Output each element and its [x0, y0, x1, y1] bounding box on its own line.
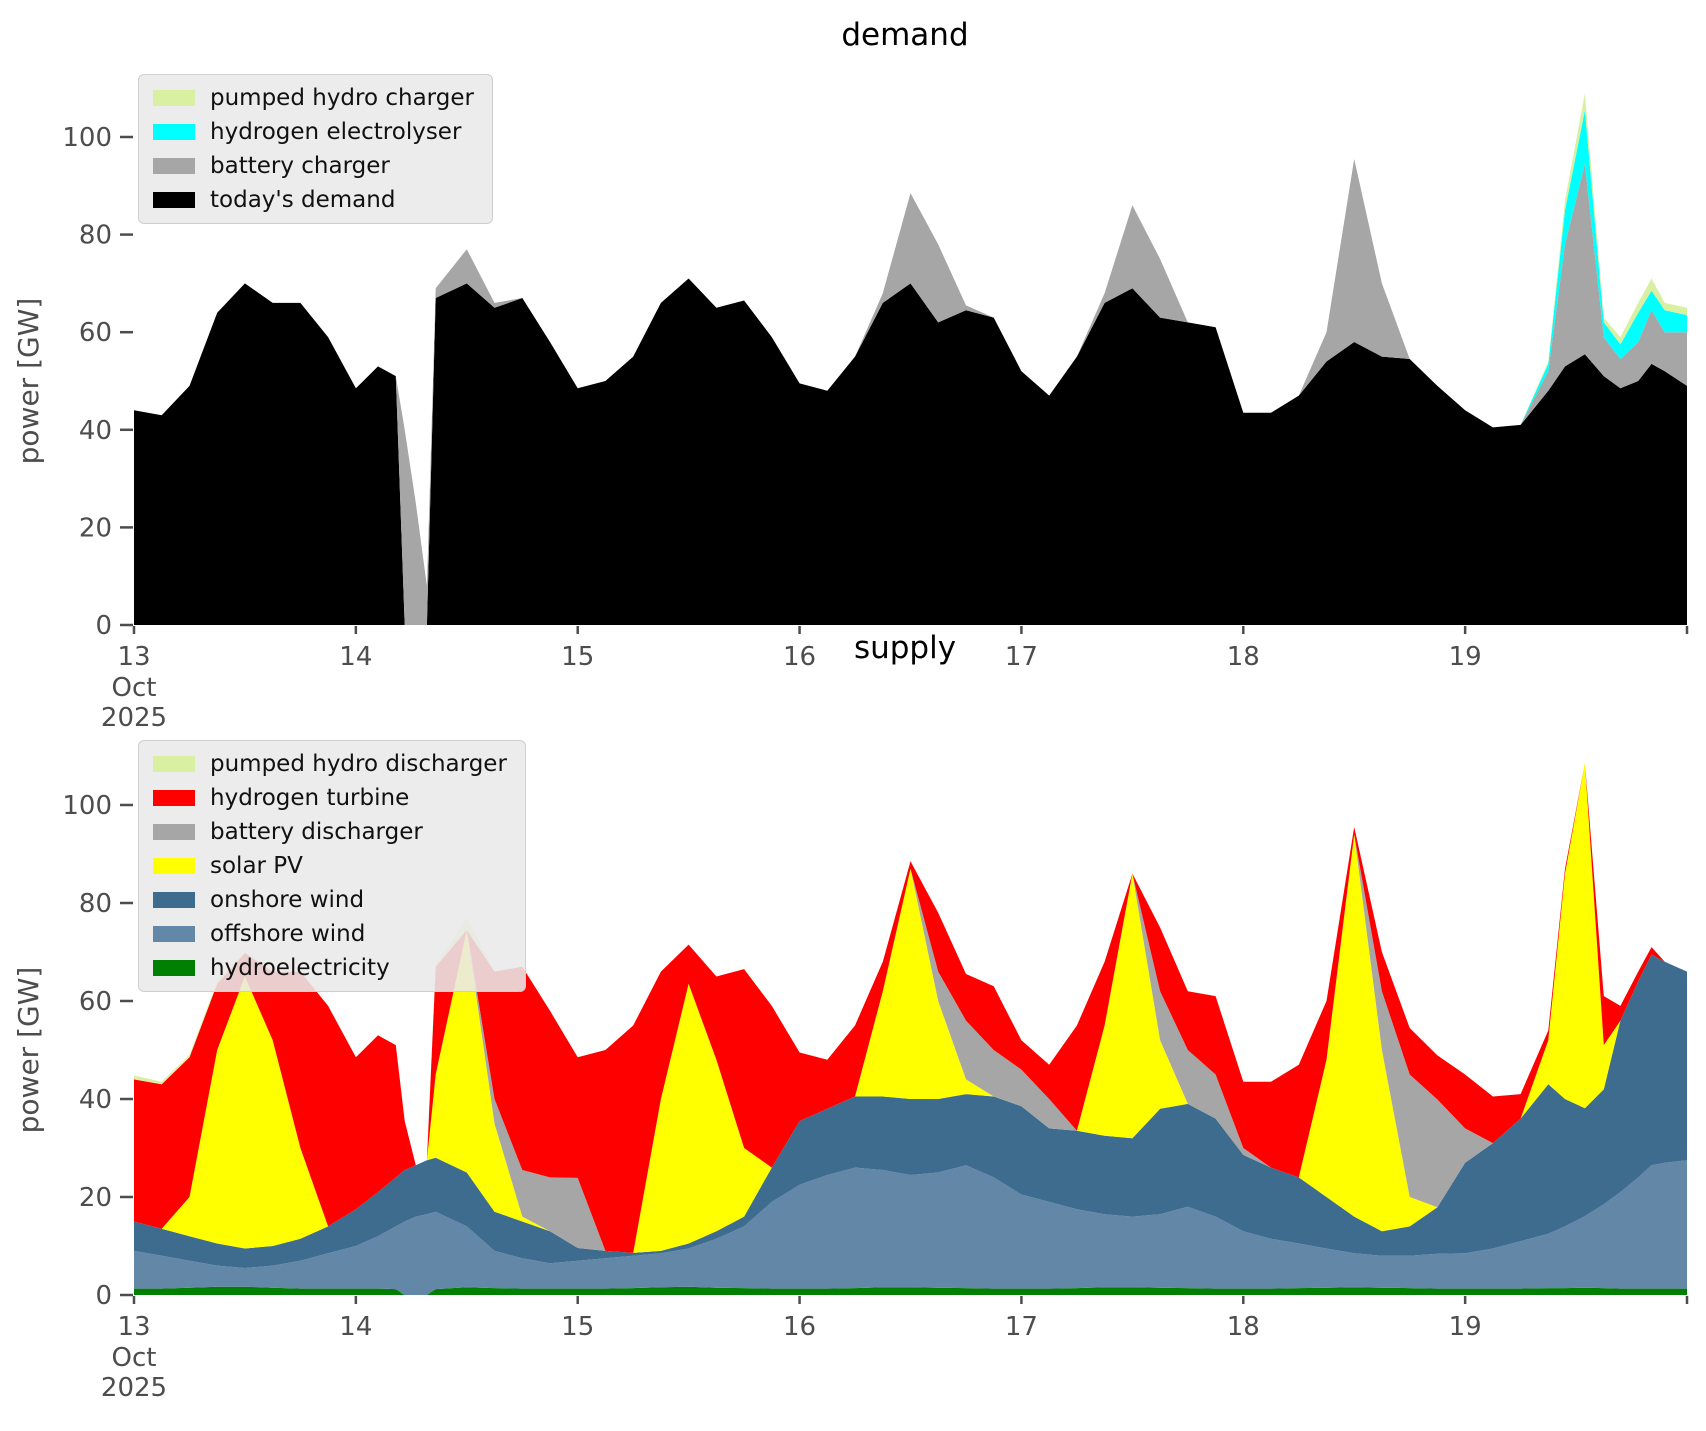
x-tick-label: 16 [783, 642, 816, 672]
x-tick-label: 13 [117, 642, 150, 672]
legend-item-solar-pv: solar PV [153, 853, 507, 879]
demand-title: demand [841, 17, 968, 53]
x-axis-year-label: 2025 [101, 1373, 167, 1403]
y-tick-label: 100 [62, 791, 112, 821]
x-tick-label: 16 [783, 1312, 816, 1342]
y-tick-label: 100 [62, 123, 112, 153]
demand-legend: pumped hydro charger hydrogen electrolyse… [138, 74, 493, 224]
x-tick-label: 15 [561, 1312, 594, 1342]
legend-item-pumped-hydro-charger: pumped hydro charger [153, 85, 474, 111]
y-tick-label: 80 [79, 221, 112, 251]
legend-label: hydroelectricity [210, 955, 390, 981]
legend-item-hydrogen-electrolyser: hydrogen electrolyser [153, 119, 474, 145]
legend-label: battery discharger [210, 819, 423, 845]
x-tick-label: 14 [339, 642, 372, 672]
legend-item-hydroelectricity: hydroelectricity [153, 955, 507, 981]
legend-label: onshore wind [210, 887, 365, 913]
x-tick-label: 17 [1005, 1312, 1038, 1342]
onshore-wind-area [134, 954, 1687, 1268]
y-tick-label: 60 [79, 318, 112, 348]
legend-label: battery charger [210, 153, 390, 179]
legend-label: today's demand [210, 187, 396, 213]
hydroelectricity-swatch-icon [153, 960, 195, 976]
legend-item-battery-charger: battery charger [153, 153, 474, 179]
x-tick-label: 13 [117, 1312, 150, 1342]
x-axis-month-label: Oct [112, 673, 157, 703]
legend-item-hydrogen-turbine: hydrogen turbine [153, 785, 507, 811]
y-tick-label: 40 [79, 416, 112, 446]
y-tick-label: 80 [79, 889, 112, 919]
legend-label: hydrogen turbine [210, 785, 410, 811]
legend-item-offshore-wind: offshore wind [153, 921, 507, 947]
legend-label: pumped hydro discharger [210, 751, 507, 777]
pumped-hydro-discharger-swatch-icon [153, 756, 195, 772]
onshore-wind-swatch-icon [153, 892, 195, 908]
x-axis-month-label: Oct [112, 1343, 157, 1373]
solar-pv-swatch-icon [153, 858, 195, 874]
y-tick-label: 0 [95, 1281, 112, 1311]
hydrogen-turbine-swatch-icon [153, 790, 195, 806]
supply-legend: pumped hydro discharger hydrogen turbine b… [138, 740, 526, 992]
hydrogen-electrolyser-swatch-icon [153, 124, 195, 140]
legend-label: solar PV [210, 853, 303, 879]
today-s-demand-area [134, 278, 1687, 625]
legend-item-pumped-hydro-discharger: pumped hydro discharger [153, 751, 507, 777]
battery-charger-area [134, 159, 1687, 625]
x-tick-label: 19 [1449, 1312, 1482, 1342]
offshore-wind-swatch-icon [153, 926, 195, 942]
legend-item-battery-discharger: battery discharger [153, 819, 507, 845]
x-tick-label: 18 [1227, 642, 1260, 672]
today-s-demand-swatch-icon [153, 192, 195, 208]
y-tick-label: 60 [79, 987, 112, 1017]
x-tick-label: 15 [561, 642, 594, 672]
y-tick-label: 20 [79, 1183, 112, 1213]
y-tick-label: 20 [79, 513, 112, 543]
battery-discharger-swatch-icon [153, 824, 195, 840]
x-tick-label: 19 [1449, 642, 1482, 672]
solar-pv-area [134, 762, 1687, 1253]
supply-title: supply [854, 630, 956, 666]
offshore-wind-area [134, 1160, 1687, 1295]
x-axis-year-label: 2025 [101, 703, 167, 733]
legend-item-onshore-wind: onshore wind [153, 887, 507, 913]
x-tick-label: 18 [1227, 1312, 1260, 1342]
pumped-hydro-charger-swatch-icon [153, 90, 195, 106]
battery-charger-swatch-icon [153, 158, 195, 174]
demand-y-axis-label: power [GW] [12, 298, 45, 465]
supply-y-axis-label: power [GW] [12, 967, 45, 1134]
legend-item-today-s-demand: today's demand [153, 187, 474, 213]
x-tick-label: 14 [339, 1312, 372, 1342]
y-tick-label: 0 [95, 611, 112, 641]
legend-label: pumped hydro charger [210, 85, 474, 111]
legend-label: offshore wind [210, 921, 366, 947]
x-tick-label: 17 [1005, 642, 1038, 672]
hydroelectricity-area [134, 1286, 1687, 1295]
hydrogen-turbine-area [134, 762, 1687, 1253]
y-tick-label: 40 [79, 1085, 112, 1115]
legend-label: hydrogen electrolyser [210, 119, 462, 145]
